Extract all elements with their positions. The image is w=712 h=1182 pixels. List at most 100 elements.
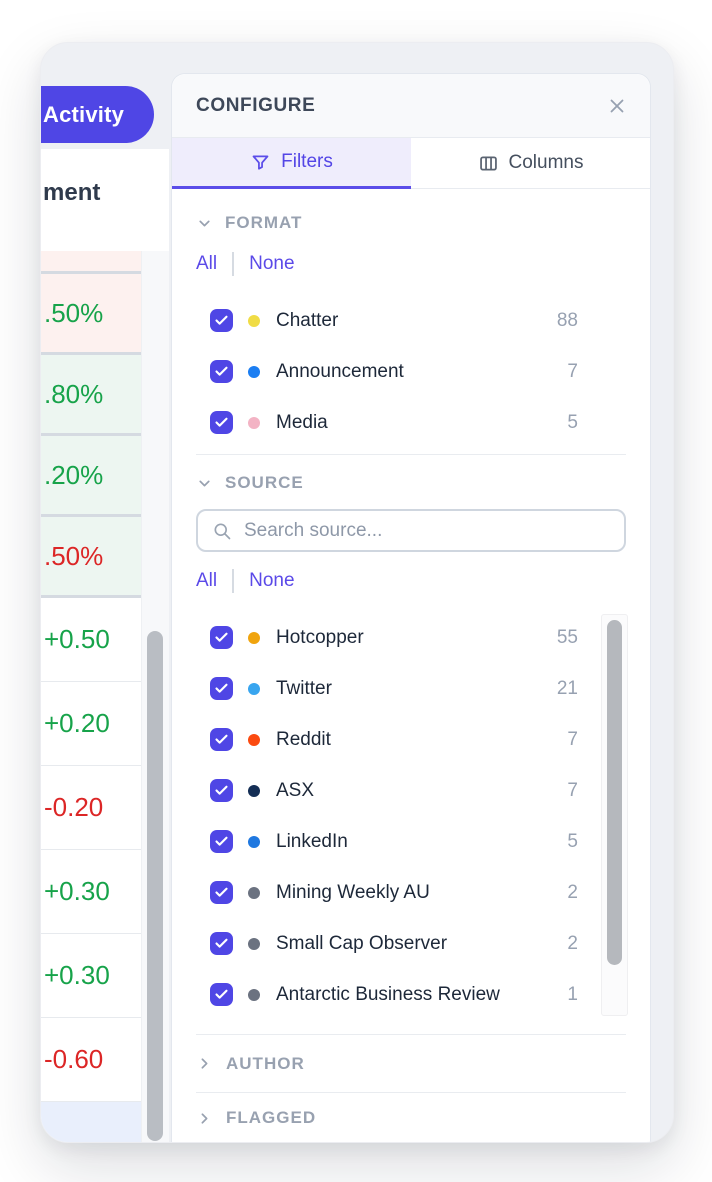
category-color-dot	[248, 733, 260, 746]
background-table: ment .50% .80% .20% .50% +0.50 +0.20 -0.…	[41, 149, 169, 1142]
filter-item[interactable]: Small Cap Observer 2	[196, 918, 626, 969]
filter-item[interactable]: LinkedIn 5	[196, 816, 626, 867]
source-select-all-link[interactable]: All	[196, 570, 218, 591]
filter-item-label: Antarctic Business Review	[276, 983, 500, 1005]
format-select-all-link[interactable]: All	[196, 253, 218, 274]
author-section-header[interactable]: AUTHOR	[196, 1035, 626, 1092]
filter-item[interactable]: Antarctic Business Review 1	[196, 969, 626, 1020]
category-color-dot	[248, 416, 260, 429]
chevron-right-icon	[196, 1055, 213, 1072]
flagged-section-title: FLAGGED	[226, 1108, 317, 1127]
table-row: .50%	[41, 517, 141, 598]
filter-item[interactable]: Chatter 88	[196, 295, 626, 346]
table-rows: .50% .80% .20% .50% +0.50 +0.20 -0.20 +0…	[41, 251, 141, 1142]
table-row: +0.30	[41, 850, 141, 934]
close-button[interactable]	[606, 95, 628, 117]
category-color-dot	[248, 682, 260, 695]
activity-button[interactable]: Activity	[41, 86, 155, 143]
table-row-value: -0.20	[44, 792, 104, 822]
checkbox-checked[interactable]	[210, 411, 233, 434]
format-list: Chatter 88 Announcement 7 Media 5	[196, 295, 626, 448]
panel-title: CONFIGURE	[196, 94, 316, 116]
category-color-dot	[248, 631, 260, 644]
filter-item-label: Hotcopper	[276, 626, 364, 648]
filter-item[interactable]: Reddit 7	[196, 714, 626, 765]
checkbox-checked[interactable]	[210, 626, 233, 649]
checkbox-checked[interactable]	[210, 779, 233, 802]
filter-item-label: Reddit	[276, 728, 331, 750]
filter-item-label: LinkedIn	[276, 830, 348, 852]
table-row-value: .50%	[44, 297, 104, 328]
source-search-box	[196, 509, 626, 552]
checkbox-checked[interactable]	[210, 360, 233, 383]
table-row: -0.20	[41, 766, 141, 850]
table-row-value: +0.30	[44, 876, 110, 906]
activity-button-label: Activity	[43, 101, 125, 127]
filter-item-count: 2	[567, 881, 578, 903]
checkbox-checked[interactable]	[210, 932, 233, 955]
table-scrollbar-thumb[interactable]	[147, 631, 163, 1141]
filter-item-label: Small Cap Observer	[276, 932, 448, 954]
filter-item[interactable]: Media 5	[196, 397, 626, 448]
filter-item-count: 5	[567, 830, 578, 852]
checkbox-checked[interactable]	[210, 677, 233, 700]
divider	[232, 252, 235, 276]
source-scrollbar-track[interactable]	[601, 614, 628, 1016]
table-row: -0.60	[41, 1018, 141, 1102]
table-row-value: .20%	[44, 459, 104, 490]
tab-columns[interactable]: Columns	[411, 138, 650, 189]
checkbox-checked[interactable]	[210, 830, 233, 853]
tab-bar: Filters Columns	[172, 138, 650, 189]
table-row-value: .50%	[44, 540, 104, 571]
divider	[232, 569, 235, 593]
filter-item[interactable]: ASX 7	[196, 765, 626, 816]
filter-item-count: 1	[567, 983, 578, 1005]
filter-item-count: 2	[567, 932, 578, 954]
filter-item-count: 7	[567, 779, 578, 801]
table-row: +0.20	[41, 682, 141, 766]
checkbox-checked[interactable]	[210, 309, 233, 332]
category-color-dot	[248, 988, 260, 1001]
chevron-down-icon	[196, 475, 213, 492]
table-row: .20%	[41, 436, 141, 517]
table-row	[41, 1102, 141, 1142]
filter-item-count: 21	[556, 677, 578, 699]
category-color-dot	[248, 784, 260, 797]
filter-item[interactable]: Announcement 7	[196, 346, 626, 397]
category-color-dot	[248, 365, 260, 378]
table-row-value: +0.30	[44, 960, 110, 990]
checkbox-checked[interactable]	[210, 881, 233, 904]
source-select-none-link[interactable]: None	[249, 570, 295, 591]
table-header-fragment: ment	[43, 179, 101, 206]
format-section-header[interactable]: FORMAT	[196, 211, 626, 235]
author-section-title: AUTHOR	[226, 1053, 305, 1073]
table-scrollbar-track[interactable]	[141, 251, 169, 1142]
source-select-links: All None	[196, 568, 626, 594]
divider	[196, 454, 626, 455]
filter-item[interactable]: Mining Weekly AU 2	[196, 867, 626, 918]
format-select-links: All None	[196, 251, 626, 277]
source-search-input[interactable]	[244, 519, 610, 542]
table-row-value: +0.20	[44, 708, 110, 738]
flagged-section-header[interactable]: FLAGGED	[196, 1093, 626, 1142]
chevron-down-icon	[196, 215, 213, 232]
table-row: .80%	[41, 355, 141, 436]
checkbox-checked[interactable]	[210, 728, 233, 751]
format-section-title: FORMAT	[225, 213, 303, 232]
checkbox-checked[interactable]	[210, 983, 233, 1006]
source-scrollbar-thumb[interactable]	[607, 620, 622, 965]
filter-item-count: 5	[567, 411, 578, 433]
search-icon	[212, 521, 232, 541]
tab-filters[interactable]: Filters	[172, 138, 411, 189]
format-select-none-link[interactable]: None	[249, 253, 295, 274]
filter-item[interactable]: Twitter 21	[196, 663, 626, 714]
source-list-wrap: Hotcopper 55 Twitter 21 Reddit 7 ASX 7 L…	[196, 612, 628, 1020]
table-row-value: .80%	[44, 378, 104, 409]
filter-item-count: 55	[556, 626, 578, 648]
source-section-header[interactable]: SOURCE	[196, 471, 626, 495]
chevron-right-icon	[196, 1110, 213, 1127]
category-color-dot	[248, 937, 260, 950]
filter-item[interactable]: Hotcopper 55	[196, 612, 626, 663]
table-row-value: -0.60	[44, 1044, 104, 1074]
